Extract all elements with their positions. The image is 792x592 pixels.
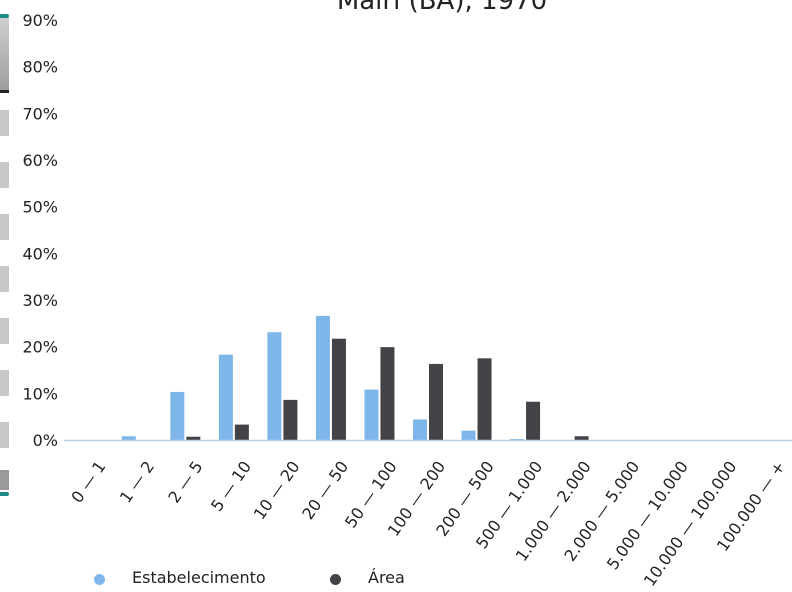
x-tick-label: 0 — 1 bbox=[67, 457, 109, 506]
y-tick-label: 0% bbox=[33, 431, 58, 450]
y-tick-label: 70% bbox=[22, 104, 58, 123]
x-tick-label: 20 — 50 bbox=[298, 457, 352, 523]
side-scrollbar[interactable] bbox=[0, 14, 10, 498]
scrollbar-bottom-cap bbox=[0, 492, 9, 496]
bar-area bbox=[234, 424, 249, 440]
scrollbar-track-segment bbox=[0, 318, 9, 344]
scrollbar-track-segment bbox=[0, 470, 9, 490]
x-tick-label: 1 — 2 bbox=[116, 457, 158, 506]
scrollbar-track-segment bbox=[0, 370, 9, 396]
bar-estabelecimento bbox=[510, 439, 525, 440]
bar-area bbox=[186, 436, 201, 440]
scrollbar-track-segment bbox=[0, 214, 9, 240]
x-tick-label: 2 — 5 bbox=[164, 457, 206, 506]
bar-estabelecimento bbox=[315, 315, 330, 440]
bar-estabelecimento bbox=[413, 419, 427, 440]
bar-estabelecimento bbox=[121, 436, 136, 440]
scrollbar-top-cap bbox=[0, 14, 9, 18]
scrollbar-track-segment bbox=[0, 162, 9, 188]
bar-area bbox=[429, 363, 443, 440]
bar-area bbox=[380, 347, 395, 440]
bar-area bbox=[526, 401, 541, 440]
scrollbar-track-segment bbox=[0, 422, 9, 448]
scrollbar-track-segment bbox=[0, 110, 9, 136]
y-tick-label: 10% bbox=[22, 384, 58, 403]
legend-swatch-area bbox=[330, 574, 341, 585]
bar-estabelecimento bbox=[267, 332, 282, 440]
y-tick-label: 30% bbox=[22, 291, 58, 310]
y-tick-label: 80% bbox=[22, 58, 58, 77]
legend-label-area: Área bbox=[368, 568, 405, 587]
bar-area bbox=[283, 399, 298, 440]
y-tick-label: 20% bbox=[22, 338, 58, 357]
x-tick-label: 10.000 — 100.000 bbox=[640, 457, 741, 589]
y-tick-label: 50% bbox=[22, 198, 58, 217]
y-tick-label: 60% bbox=[22, 151, 58, 170]
y-tick-label: 40% bbox=[22, 244, 58, 263]
legend-label-estabelecimento: Estabelecimento bbox=[132, 568, 266, 587]
chart-title: Mairi (BA), 1970 bbox=[336, 0, 548, 16]
bar-estabelecimento bbox=[170, 391, 185, 440]
legend-swatch-estabelecimento bbox=[94, 574, 105, 585]
x-tick-label: 10 — 20 bbox=[250, 457, 304, 523]
bar-estabelecimento bbox=[364, 389, 379, 440]
bar-area bbox=[477, 358, 492, 440]
bar-area bbox=[331, 338, 346, 440]
scrollbar-track-segment bbox=[0, 266, 9, 292]
bar-area bbox=[574, 436, 589, 440]
bar-estabelecimento bbox=[461, 430, 476, 440]
y-tick-label: 90% bbox=[22, 11, 58, 30]
x-tick-label: 5 — 10 bbox=[207, 457, 255, 514]
bar-estabelecimento bbox=[218, 354, 233, 440]
scrollbar-thumb[interactable] bbox=[0, 18, 9, 93]
